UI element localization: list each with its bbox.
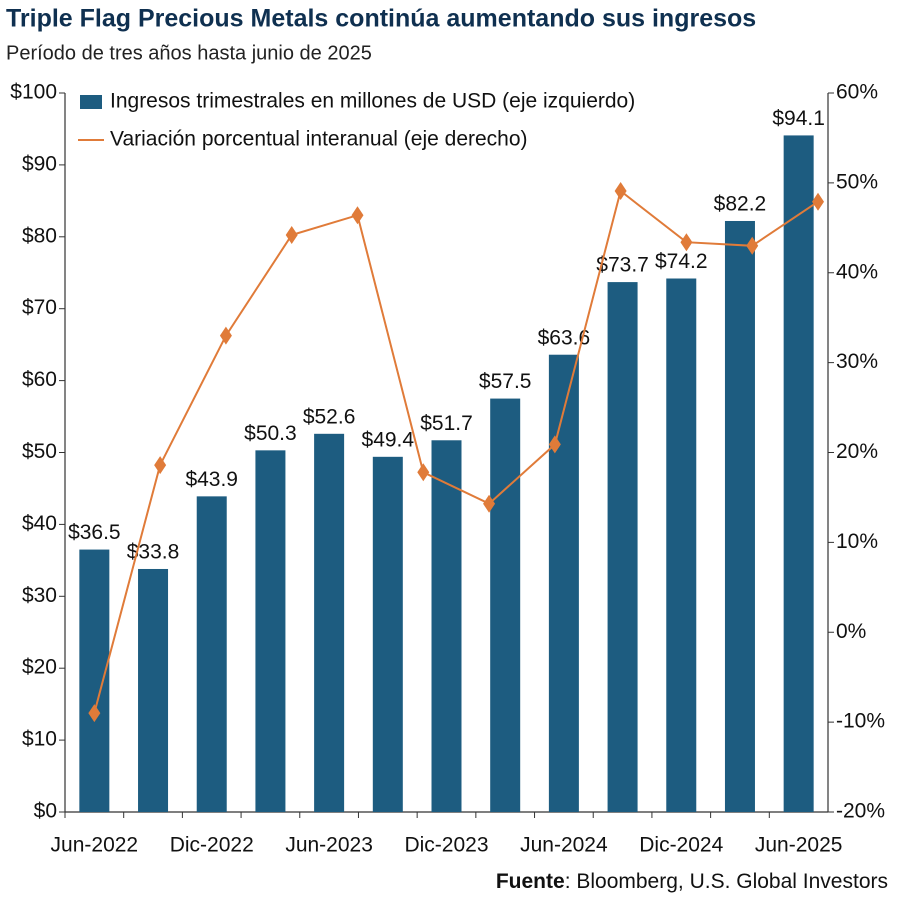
y2-tick-label: 50% — [836, 170, 878, 193]
y-tick-label: $0 — [34, 800, 57, 823]
bar — [255, 450, 286, 812]
marker — [746, 236, 759, 255]
chart-subtitle: Período de tres años hasta junio de 2025 — [6, 42, 372, 64]
value-label: $50.3 — [244, 422, 297, 445]
marker — [154, 456, 167, 475]
y-tick-label: $40 — [22, 512, 57, 535]
marker — [417, 463, 430, 482]
y2-tick-label: 60% — [836, 81, 878, 104]
marker — [548, 435, 561, 454]
bar — [196, 496, 227, 812]
y2-tick-label: 40% — [836, 260, 878, 283]
y-tick-label: $20 — [22, 656, 57, 679]
y2-tick-label: 0% — [836, 620, 866, 643]
y-tick-label: $30 — [22, 584, 57, 607]
x-tick-label: Dic-2023 — [404, 834, 488, 857]
x-tick-label: Jun-2022 — [51, 834, 139, 857]
y2-tick-label: -10% — [836, 710, 885, 733]
y-tick-label: $10 — [22, 728, 57, 751]
y2-tick-label: 20% — [836, 440, 878, 463]
y2-tick-label: 10% — [836, 530, 878, 553]
y-tick-label: $100 — [10, 81, 57, 104]
marker — [351, 206, 364, 225]
source: Fuente: Bloomberg, U.S. Global Investors — [496, 870, 888, 893]
value-label: $74.2 — [655, 250, 708, 273]
marker — [285, 226, 298, 245]
value-label: $52.6 — [303, 405, 356, 428]
bar — [314, 433, 345, 812]
source-label: Fuente — [496, 870, 565, 893]
bar — [548, 354, 579, 812]
marker — [680, 233, 693, 252]
chart-title: Triple Flag Precious Metals continúa aum… — [6, 5, 756, 33]
y-tick-label: $80 — [22, 224, 57, 247]
x-tick-label: Jun-2023 — [285, 834, 373, 857]
bar — [138, 568, 169, 812]
value-label: $33.8 — [127, 541, 180, 564]
y-tick-label: $50 — [22, 440, 57, 463]
marker — [614, 181, 627, 200]
y-tick-label: $90 — [22, 152, 57, 175]
value-label: $36.5 — [68, 521, 121, 544]
marker — [812, 192, 824, 211]
marker — [219, 326, 232, 345]
bar — [372, 456, 403, 812]
marker — [88, 704, 101, 723]
value-label: $73.7 — [596, 254, 649, 277]
y-tick-label: $60 — [22, 368, 57, 391]
x-tick-label: Jun-2024 — [520, 834, 608, 857]
source-text: : Bloomberg, U.S. Global Investors — [565, 870, 888, 893]
x-tick-label: Dic-2024 — [639, 834, 723, 857]
legend-label: Ingresos trimestrales en millones de USD… — [110, 90, 635, 113]
value-label: $94.1 — [772, 107, 825, 130]
bar — [607, 282, 638, 812]
bar — [666, 278, 697, 812]
x-tick-label: Dic-2022 — [170, 834, 254, 857]
y-tick-label: $70 — [22, 296, 57, 319]
line — [93, 189, 819, 714]
value-label: $49.4 — [362, 428, 415, 451]
value-label: $63.6 — [538, 326, 591, 349]
value-label: $51.7 — [420, 412, 473, 435]
bar — [431, 440, 462, 812]
bar — [79, 549, 110, 812]
value-label: $82.2 — [714, 193, 767, 216]
value-label: $57.5 — [479, 370, 532, 393]
y2-tick-label: 30% — [836, 350, 878, 373]
y2-tick-label: -20% — [836, 800, 885, 823]
x-tick-label: Jun-2025 — [755, 834, 843, 857]
legend-label: Variación porcentual interanual (eje der… — [110, 128, 528, 151]
bar — [724, 220, 755, 812]
bar — [783, 135, 814, 812]
marker — [483, 494, 496, 513]
value-label: $43.9 — [185, 468, 238, 491]
legend-swatch — [80, 95, 102, 109]
bar — [490, 398, 521, 812]
